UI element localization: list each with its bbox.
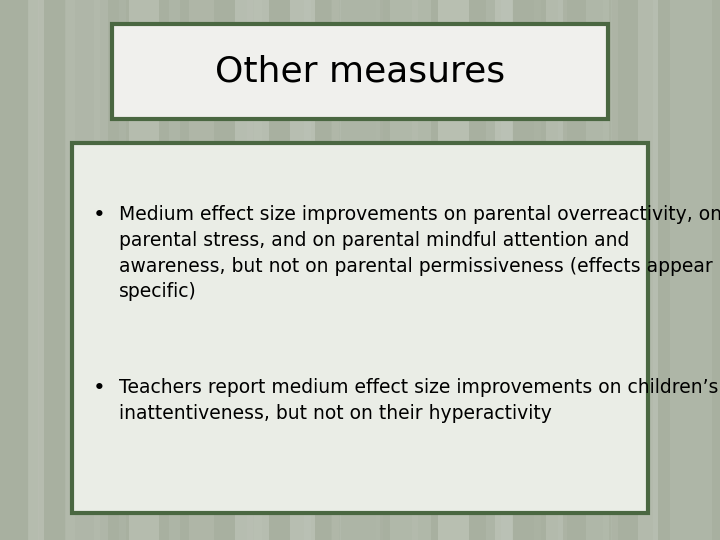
Text: Other measures: Other measures: [215, 55, 505, 89]
Bar: [38, 0, 44, 540]
Bar: [585, 0, 610, 540]
Bar: [438, 0, 469, 540]
Bar: [390, 0, 431, 540]
Text: •: •: [93, 378, 106, 398]
Bar: [28, 0, 44, 540]
Bar: [304, 0, 311, 540]
Bar: [169, 0, 180, 540]
Bar: [130, 0, 158, 540]
Text: Teachers report medium effect size improvements on children’s
inattentiveness, b: Teachers report medium effect size impro…: [119, 378, 718, 423]
Bar: [546, 0, 563, 540]
Bar: [330, 0, 339, 540]
Bar: [377, 0, 383, 540]
FancyBboxPatch shape: [112, 24, 608, 119]
Bar: [66, 0, 75, 540]
Bar: [486, 0, 495, 540]
Bar: [495, 0, 513, 540]
Bar: [558, 0, 567, 540]
Bar: [30, 0, 39, 540]
Bar: [94, 0, 100, 540]
Bar: [248, 0, 253, 540]
Bar: [290, 0, 315, 540]
Bar: [340, 0, 380, 540]
Bar: [254, 0, 263, 540]
FancyBboxPatch shape: [72, 143, 648, 513]
Bar: [189, 0, 215, 540]
Bar: [501, 0, 512, 540]
Bar: [120, 0, 126, 540]
Bar: [652, 0, 657, 540]
Bar: [65, 0, 108, 540]
Text: Medium effect size improvements on parental overreactivity, on
parental stress, : Medium effect size improvements on paren…: [119, 205, 720, 301]
Bar: [670, 0, 712, 540]
Bar: [611, 0, 618, 540]
Bar: [534, 0, 541, 540]
Bar: [332, 0, 341, 540]
Bar: [235, 0, 269, 540]
Bar: [603, 0, 613, 540]
Text: •: •: [93, 205, 106, 225]
Bar: [639, 0, 657, 540]
Bar: [413, 0, 418, 540]
